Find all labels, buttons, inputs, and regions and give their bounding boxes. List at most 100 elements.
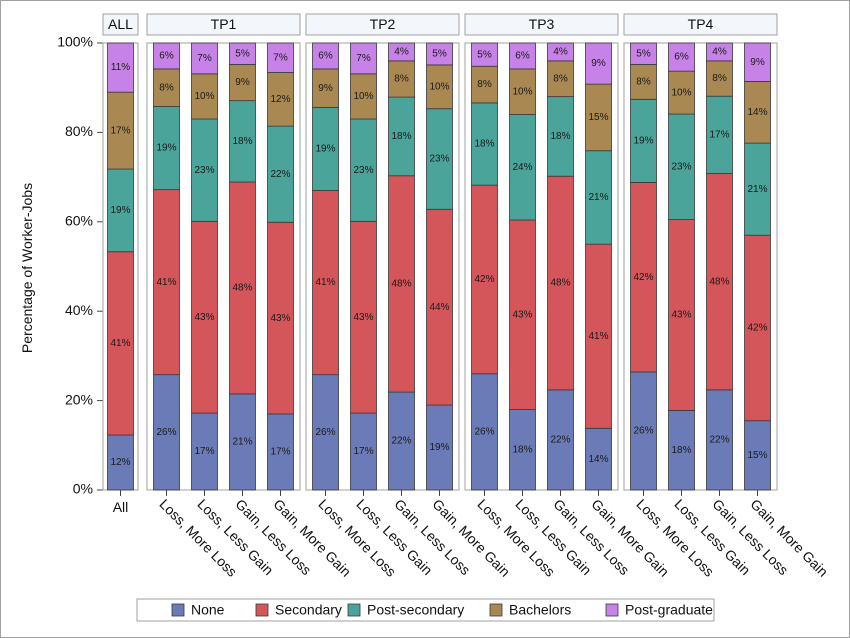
data-label: 17% — [353, 446, 373, 457]
data-label: 26% — [156, 427, 176, 438]
legend-swatch — [605, 603, 619, 617]
y-tick-label: 60% — [65, 213, 93, 229]
data-label: 10% — [671, 87, 691, 98]
data-label: 26% — [474, 427, 494, 438]
data-label: 44% — [429, 302, 449, 313]
data-label: 5% — [235, 48, 250, 59]
bar-segment-none — [471, 373, 498, 491]
bar-segment-secondary — [426, 208, 453, 406]
bar-segment-post-secondary — [585, 150, 612, 245]
x-tick-label: All — [113, 499, 129, 515]
panel-title: ALL — [108, 16, 133, 32]
data-label: 26% — [633, 426, 653, 437]
legend-box — [136, 598, 715, 622]
bar-segment-post-graduate — [107, 42, 134, 93]
bar-segment-none — [191, 412, 218, 491]
bar-stack: 17% 43% 22% 12% 7% — [267, 42, 294, 491]
bar-segment-secondary — [706, 173, 733, 391]
legend-item-post-secondary: Post-secondary — [347, 602, 464, 618]
y-tick-label: 80% — [65, 123, 93, 139]
bar-segment-post-secondary — [471, 102, 498, 186]
bar-segment-post-graduate — [744, 42, 771, 82]
bar-segment-none — [350, 412, 377, 491]
data-label: 21% — [232, 437, 252, 448]
data-label: 4% — [394, 47, 409, 58]
data-label: 26% — [315, 427, 335, 438]
y-tick-label: 0% — [73, 481, 93, 497]
panel-title: TP1 — [211, 16, 237, 32]
data-label: 41% — [315, 277, 335, 288]
bar-segment-post-secondary — [191, 118, 218, 222]
data-label: 19% — [315, 144, 335, 155]
bar-segment-secondary — [744, 234, 771, 422]
bar-stack: 26% 41% 19% 9% 6% — [312, 42, 339, 491]
data-label: 5% — [432, 49, 447, 60]
bar-segment-secondary — [191, 220, 218, 414]
data-label: 48% — [232, 283, 252, 294]
bar-segment-post-secondary — [426, 108, 453, 210]
legend-label: Post-secondary — [367, 602, 464, 618]
bar-segment-secondary — [630, 182, 657, 373]
panel-title: TP3 — [529, 16, 555, 32]
data-label: 23% — [671, 161, 691, 172]
data-label: 17% — [110, 125, 130, 136]
bar-segment-bachelors — [267, 72, 294, 127]
data-label: 41% — [588, 331, 608, 342]
data-label: 19% — [110, 205, 130, 216]
data-label: 48% — [709, 276, 729, 287]
data-label: 6% — [515, 51, 530, 62]
legend-swatch — [255, 603, 269, 617]
bar-segment-secondary — [547, 175, 574, 391]
data-label: 42% — [633, 272, 653, 283]
bar-segment-secondary — [229, 181, 256, 395]
data-label: 41% — [156, 277, 176, 288]
data-label: 4% — [553, 47, 568, 58]
bar-segment-post-graduate — [191, 42, 218, 75]
panel-header — [102, 13, 139, 36]
bar-segment-post-graduate — [312, 42, 339, 70]
bar-stack: 19% 44% 23% 10% 5% — [426, 42, 453, 491]
bar-stack: 26% 42% 18% 8% 5% — [471, 42, 498, 491]
bar-segment-bachelors — [153, 68, 180, 107]
data-label: 48% — [550, 278, 570, 289]
data-label: 14% — [588, 454, 608, 465]
data-label: 15% — [588, 112, 608, 123]
legend-label: None — [191, 602, 225, 618]
bar-stack: 12% 41% 19% 17% 11% — [107, 42, 134, 491]
bar-stack: 18% 43% 24% 10% 6% — [509, 42, 536, 491]
y-tick-label: 100% — [57, 34, 93, 50]
data-label: 42% — [747, 323, 767, 334]
data-label: 18% — [474, 139, 494, 150]
bar-stack: 26% 41% 19% 8% 6% — [153, 42, 180, 491]
data-label: 6% — [318, 51, 333, 62]
bar-segment-post-secondary — [229, 100, 256, 183]
data-label: 9% — [318, 83, 333, 94]
panel-header — [146, 13, 301, 36]
legend-swatch — [171, 603, 185, 617]
bar-segment-none — [426, 404, 453, 491]
data-label: 21% — [588, 192, 608, 203]
data-label: 22% — [550, 435, 570, 446]
data-label: 43% — [671, 310, 691, 321]
data-label: 19% — [633, 136, 653, 147]
bar-stack: 26% 42% 19% 8% 5% — [630, 42, 657, 491]
bar-segment-bachelors — [509, 68, 536, 115]
data-label: 41% — [110, 338, 130, 349]
bar-segment-post-graduate — [388, 42, 415, 62]
data-label: 18% — [232, 136, 252, 147]
data-label: 43% — [194, 312, 214, 323]
data-label: 7% — [273, 52, 288, 63]
bar-segment-post-graduate — [267, 42, 294, 73]
bar-segment-bachelors — [350, 73, 377, 120]
legend-item-secondary: Secondary — [255, 602, 342, 618]
panel-title: TP4 — [688, 16, 714, 32]
bar-segment-bachelors — [547, 60, 574, 98]
data-label: 9% — [235, 77, 250, 88]
data-label: 4% — [712, 47, 727, 58]
bar-segment-none — [388, 391, 415, 491]
legend: None Secondary Post-secondary Bachelors Post… — [136, 598, 715, 622]
data-label: 23% — [353, 165, 373, 176]
panel-header — [305, 13, 460, 36]
data-label: 6% — [674, 52, 689, 63]
